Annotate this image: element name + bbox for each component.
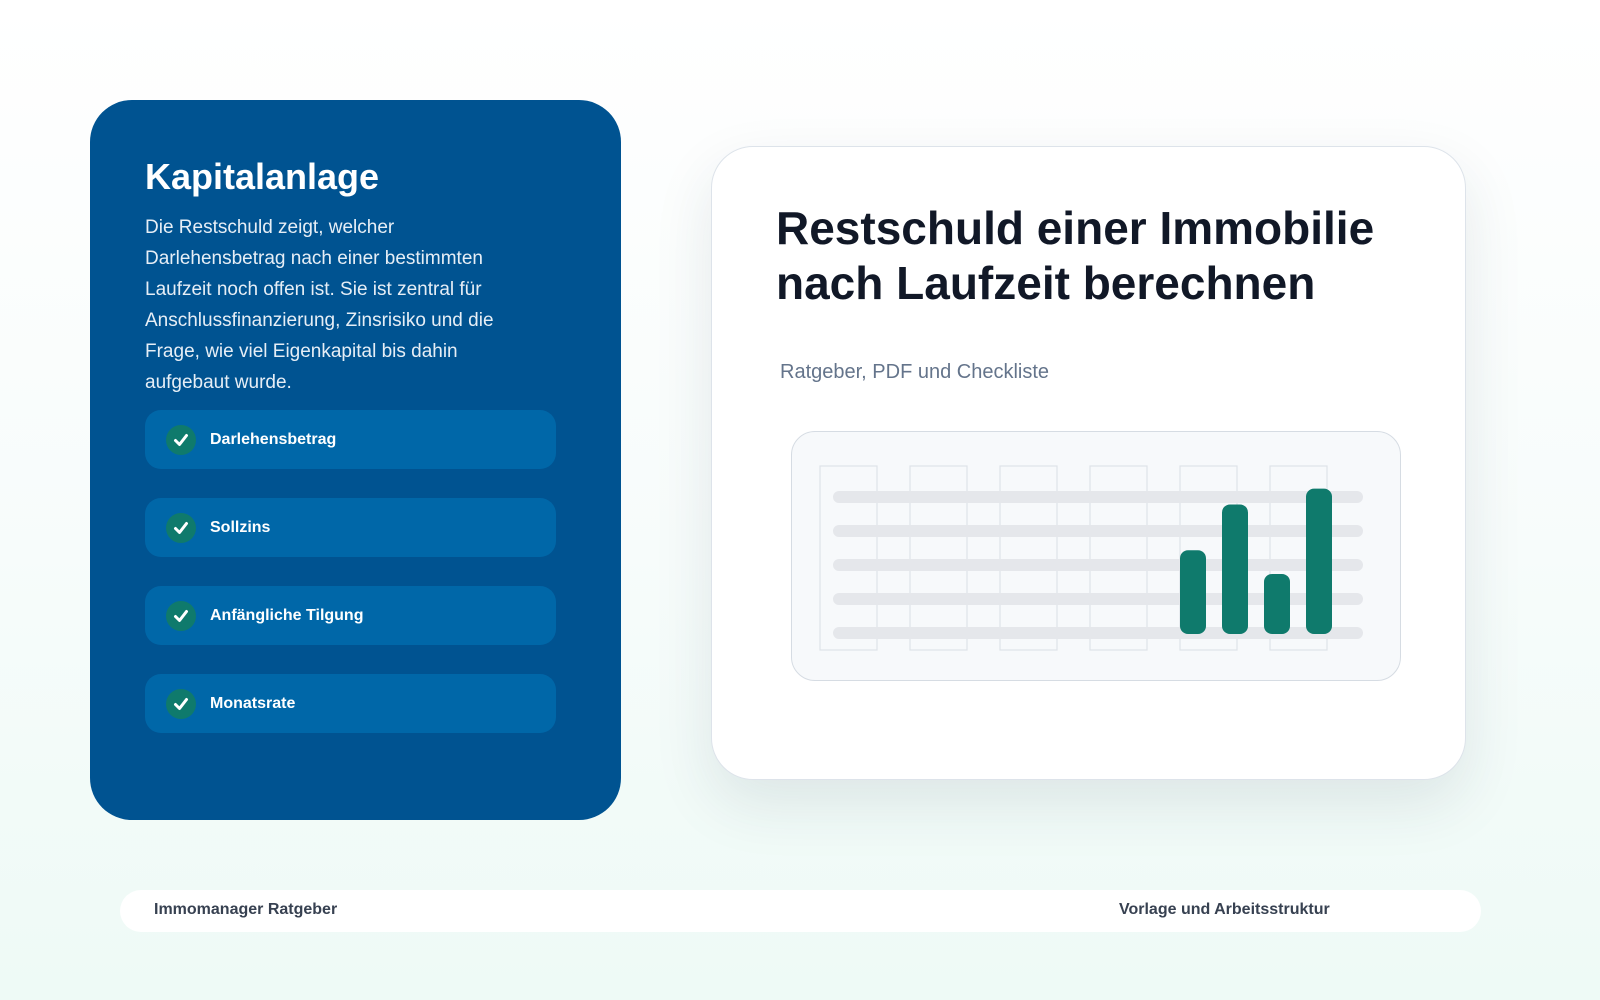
spreadsheet-chart-illustration [791, 431, 1401, 681]
feature-label: Sollzins [210, 518, 271, 536]
feature-item-darlehensbetrag: Darlehensbetrag [145, 410, 556, 469]
feature-label: Anfängliche Tilgung [210, 606, 364, 624]
feature-item-anfaengliche-tilgung: Anfängliche Tilgung [145, 586, 556, 645]
illustration-bar [1222, 504, 1248, 634]
check-icon [166, 600, 196, 631]
feature-label: Darlehensbetrag [210, 430, 337, 448]
check-icon [166, 424, 196, 455]
page-title: Restschuld einer Immobilie nach Laufzeit… [776, 202, 1375, 309]
page-subtitle: Ratgeber, PDF und Checkliste [780, 361, 1050, 383]
card-description: Die Restschuld zeigt, welcher Darlehensb… [145, 217, 494, 393]
grid-row-line [833, 525, 1363, 537]
check-icon [166, 512, 196, 543]
footer-brand: Immomanager Ratgeber [154, 901, 338, 918]
footer-bar: Immomanager Ratgeber Vorlage und Arbeits… [120, 890, 1481, 932]
card-title: Kapitalanlage [145, 156, 380, 197]
grid-column [999, 465, 1058, 651]
illustration-bar [1180, 550, 1206, 634]
illustration-bar [1306, 488, 1332, 634]
grid-column [1089, 465, 1148, 651]
info-card: Kapitalanlage Die Restschuld zeigt, welc… [90, 100, 621, 820]
hero-card: Restschuld einer Immobilie nach Laufzeit… [711, 146, 1466, 780]
grid-column [909, 465, 968, 651]
feature-item-sollzins: Sollzins [145, 498, 556, 557]
footer-caption: Vorlage und Arbeitsstruktur [1119, 901, 1330, 918]
illustration-graphic [819, 465, 1363, 651]
check-icon [166, 688, 196, 719]
grid-column [819, 465, 878, 651]
feature-label: Monatsrate [210, 694, 296, 712]
grid-row-line [833, 491, 1363, 503]
feature-item-monatsrate: Monatsrate [145, 674, 556, 733]
grid-row-line [833, 559, 1363, 571]
illustration-bar [1264, 573, 1290, 634]
